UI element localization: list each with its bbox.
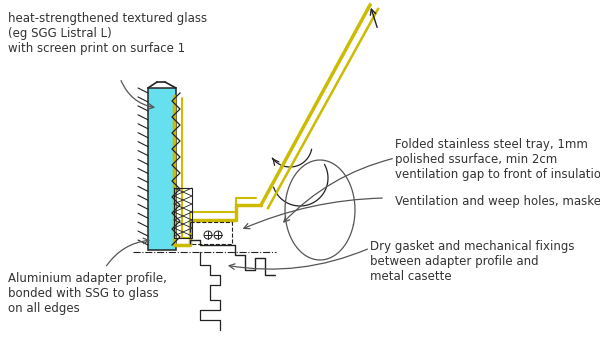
- Bar: [190, 222, 232, 244]
- Text: Aluminium adapter profile,
bonded with SSG to glass
on all edges: Aluminium adapter profile, bonded with S…: [8, 272, 167, 315]
- Text: Folded stainless steel tray, 1mm
polished ssurface, min 2cm
ventilation gap to f: Folded stainless steel tray, 1mm polishe…: [395, 138, 600, 181]
- Text: Ventilation and weep holes, masked: Ventilation and weep holes, masked: [395, 195, 600, 208]
- Bar: [174, 188, 192, 238]
- Text: Dry gasket and mechanical fixings
between adapter profile and
metal casette: Dry gasket and mechanical fixings betwee…: [370, 240, 575, 283]
- Text: heat-strengthened textured glass
(eg SGG Listral L)
with screen print on surface: heat-strengthened textured glass (eg SGG…: [8, 12, 207, 55]
- Bar: [148, 88, 176, 250]
